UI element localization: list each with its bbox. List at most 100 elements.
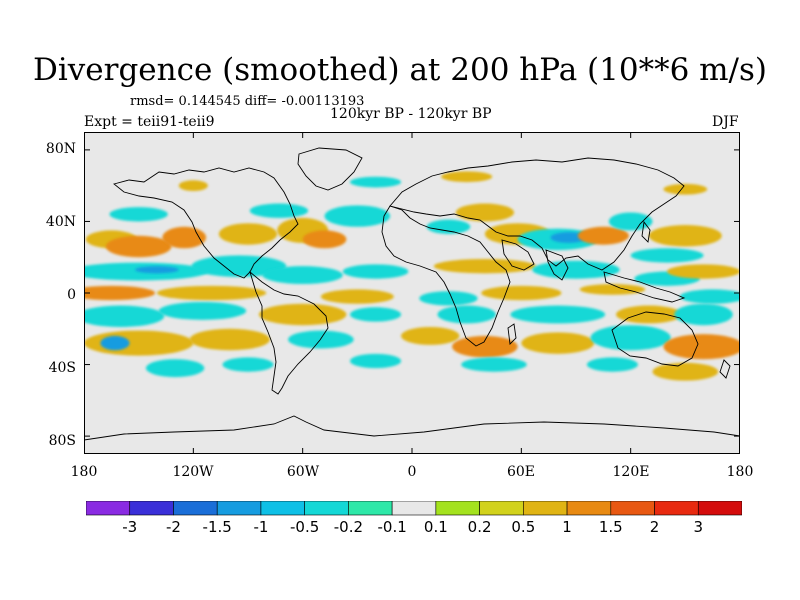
lon-label-60w: 60W — [286, 464, 320, 480]
colorbar-swatch — [391, 501, 437, 516]
coast-north-america — [113, 167, 299, 279]
divergence-patch — [481, 285, 562, 301]
divergence-patch — [145, 359, 205, 378]
divergence-patch — [84, 285, 156, 301]
divergence-patch — [84, 305, 165, 327]
colorbar-label: -0.1 — [377, 518, 407, 536]
colorbar-swatch — [348, 501, 393, 516]
colorbar-swatch — [566, 501, 612, 516]
divergence-patch — [189, 328, 270, 351]
coast-arabia — [501, 239, 535, 271]
divergence-patch — [156, 285, 267, 301]
colorbar-label: -3 — [122, 518, 138, 536]
colorbar-label: -1.5 — [202, 518, 232, 536]
period-label: 120kyr BP - 120kyr BP — [330, 106, 492, 122]
divergence-patch — [191, 255, 287, 277]
colorbar-swatch — [173, 501, 218, 516]
season-label: DJF — [712, 114, 739, 130]
colorbar-label: 1.5 — [598, 518, 623, 536]
divergence-patch — [663, 183, 708, 195]
divergence-patch — [510, 305, 606, 324]
lon-label-180w: 180 — [70, 464, 98, 480]
coast-maritime — [603, 271, 686, 303]
colorbar-label: 1 — [562, 518, 572, 536]
divergence-patch — [249, 203, 309, 218]
divergence-patch — [608, 212, 653, 231]
map-title: Divergence (smoothed) at 200 hPa (10**6 … — [33, 52, 767, 88]
coast-greenland — [297, 147, 363, 191]
colorbar-label: 2 — [649, 518, 660, 536]
divergence-patch — [433, 259, 536, 274]
divergence-patch — [324, 205, 391, 227]
divergence-field — [84, 171, 740, 381]
divergence-patch — [401, 326, 460, 345]
colorbar-swatch — [129, 501, 174, 516]
lon-label-0: 0 — [407, 464, 417, 480]
divergence-patch — [679, 289, 740, 304]
lon-label-120e: 120E — [612, 464, 650, 480]
divergence-patch — [342, 264, 409, 279]
divergence-patch — [158, 301, 247, 320]
divergence-patch — [350, 353, 402, 369]
colorbar-swatch — [304, 501, 349, 516]
coast-australia — [611, 311, 699, 367]
divergence-patch — [222, 357, 274, 372]
colorbar-swatch — [435, 501, 480, 516]
divergence-patch — [630, 248, 704, 263]
colorbar-swatch — [86, 501, 131, 516]
colorbar-swatch — [697, 501, 742, 516]
divergence-patch — [419, 291, 478, 306]
divergence-patch — [437, 305, 496, 324]
colorbar-label: 3 — [693, 518, 704, 536]
colorbar-label: -0.5 — [290, 518, 320, 536]
coast-south-america — [249, 270, 329, 395]
divergence-patch — [532, 260, 620, 279]
divergence-patch — [262, 266, 343, 285]
divergence-patch — [667, 264, 740, 279]
divergence-patch — [105, 235, 172, 258]
coast-antarctica — [84, 415, 740, 441]
colorbar-swatch — [610, 501, 655, 516]
divergence-patch — [350, 307, 402, 322]
divergence-patch — [426, 219, 471, 234]
divergence-patch — [648, 225, 722, 247]
colorbar-swatch — [523, 501, 568, 516]
divergence-patch — [288, 330, 354, 349]
lon-label-60e: 60E — [506, 464, 536, 480]
coastlines — [84, 147, 740, 441]
lat-label-40s: 40S — [48, 360, 76, 376]
divergence-patch — [109, 207, 168, 222]
coast-madagascar — [507, 323, 517, 345]
divergence-patch — [590, 325, 671, 351]
lat-label-0: 0 — [67, 287, 76, 303]
divergence-patch — [586, 357, 638, 372]
colorbar-label: -1 — [253, 518, 269, 536]
stats-label: rmsd= 0.144545 diff= -0.00113193 — [130, 94, 365, 109]
divergence-patch — [663, 334, 740, 360]
coast-new-zealand — [719, 359, 731, 379]
divergence-patch — [302, 230, 347, 249]
divergence-patch — [616, 305, 682, 324]
colorbar-label: -0.2 — [333, 518, 364, 536]
divergence-patch — [350, 176, 402, 188]
coast-japan — [641, 220, 651, 243]
colorbar-swatch — [479, 501, 524, 516]
colorbar-label: 0.1 — [423, 518, 448, 536]
divergence-patch — [652, 362, 719, 381]
colorbar — [86, 501, 742, 516]
colorbar-swatch — [216, 501, 262, 516]
divergence-patch — [100, 335, 130, 351]
axis-ticks — [84, 132, 740, 454]
divergence-patch — [579, 284, 646, 295]
lon-label-180e: 180 — [726, 464, 754, 480]
coast-europe-africa — [381, 205, 511, 347]
divergence-patch — [577, 226, 629, 245]
map-plot — [84, 132, 740, 454]
divergence-patch — [550, 232, 587, 243]
lat-label-80n: 80N — [45, 141, 76, 157]
colorbar-label: 0.2 — [467, 518, 492, 536]
divergence-patch — [135, 266, 179, 274]
divergence-patch — [178, 180, 208, 192]
divergence-patch — [452, 335, 518, 358]
divergence-patch — [674, 303, 733, 326]
